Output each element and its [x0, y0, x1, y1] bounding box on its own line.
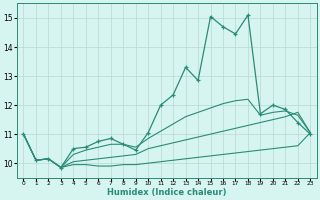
X-axis label: Humidex (Indice chaleur): Humidex (Indice chaleur) [107, 188, 227, 197]
